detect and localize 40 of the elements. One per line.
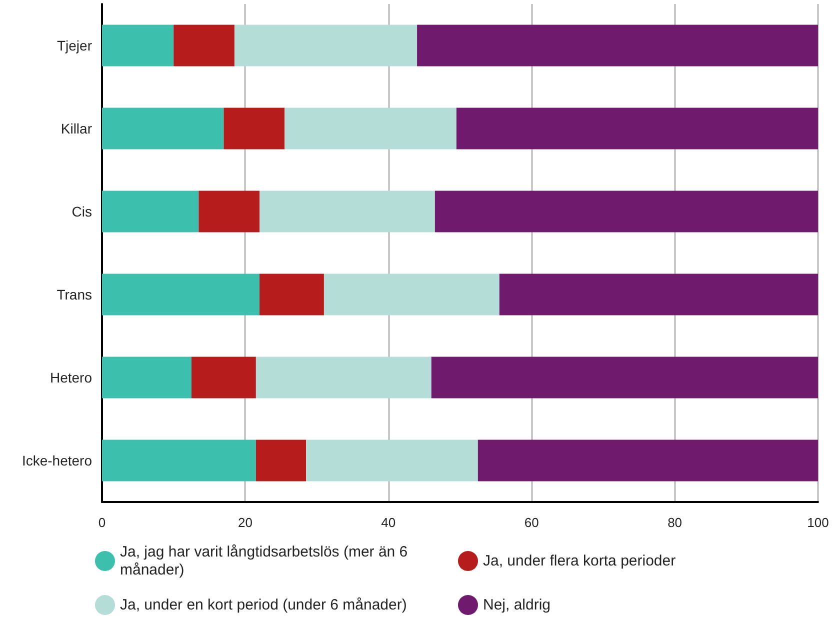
x-tick-label: 40	[381, 515, 396, 530]
bar	[102, 274, 260, 316]
bar	[102, 356, 192, 398]
y-tick-label: Hetero	[50, 370, 92, 386]
x-tick-label: 80	[668, 515, 682, 530]
legend-label: Ja, jag har varit långtidsarbetslös (mer än 6 månader)	[120, 544, 412, 578]
legend-label: Ja, under flera korta perioder	[483, 552, 676, 570]
bar	[102, 24, 174, 66]
x-tick-label: 60	[524, 515, 539, 530]
bar	[284, 108, 456, 150]
bar	[256, 356, 432, 398]
bar	[192, 356, 256, 398]
bar	[102, 440, 256, 482]
bar	[456, 108, 818, 150]
legend-label: Ja, under en kort period (under 6 månader)	[120, 596, 407, 614]
x-tick-label: 0	[98, 515, 106, 530]
y-tick-label: Tjejer	[56, 38, 92, 54]
bar	[499, 274, 818, 316]
bar	[102, 108, 224, 150]
bar	[324, 274, 500, 316]
bar	[102, 190, 199, 232]
bar	[434, 190, 818, 232]
bar	[174, 24, 234, 66]
bar	[198, 190, 260, 232]
legend-label: Nej, aldrig	[483, 596, 551, 614]
bar	[478, 440, 818, 482]
x-tick-label: 100	[807, 515, 829, 530]
y-tick-label: Cis	[72, 204, 92, 220]
bar	[260, 190, 435, 232]
x-tick-label: 20	[238, 515, 252, 530]
y-tick-label: Trans	[56, 286, 92, 302]
y-tick-label: Killar	[60, 120, 92, 136]
bar	[306, 440, 478, 482]
bar	[260, 274, 324, 316]
bar	[431, 356, 818, 398]
bar	[234, 24, 418, 66]
bar	[224, 108, 285, 150]
y-tick-label: Icke-hetero	[22, 452, 92, 468]
bar	[256, 440, 306, 482]
bar	[417, 24, 818, 66]
